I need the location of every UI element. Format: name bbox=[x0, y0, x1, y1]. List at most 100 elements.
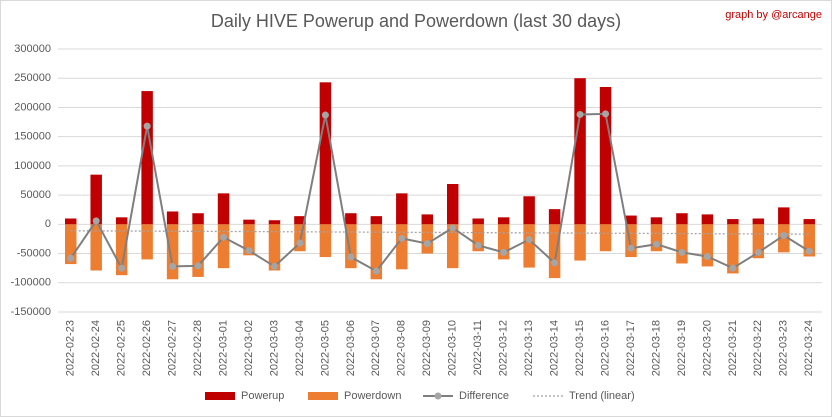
y-tick-label: 150000 bbox=[14, 131, 51, 143]
x-tick-label: 2022-03-20 bbox=[701, 320, 713, 376]
bar bbox=[268, 220, 281, 225]
y-tick-label: 0 bbox=[45, 218, 51, 230]
bar bbox=[447, 224, 459, 269]
bar bbox=[294, 224, 306, 252]
x-tick-label: 2022-03-18 bbox=[650, 320, 662, 376]
difference-marker bbox=[703, 252, 711, 260]
bar bbox=[115, 217, 128, 225]
difference-marker bbox=[551, 259, 559, 267]
difference-marker bbox=[652, 240, 660, 248]
y-tick-label: 200000 bbox=[14, 101, 51, 113]
x-tick-label: 2022-03-10 bbox=[447, 320, 459, 376]
bar bbox=[421, 224, 433, 254]
x-tick-label: 2022-03-03 bbox=[268, 320, 280, 376]
bar bbox=[752, 224, 765, 259]
y-tick-label: -150000 bbox=[11, 306, 51, 318]
bar bbox=[166, 224, 179, 280]
difference-marker bbox=[398, 234, 406, 242]
bar bbox=[727, 224, 739, 274]
bar bbox=[803, 224, 815, 257]
legend-marker bbox=[434, 392, 442, 400]
bar bbox=[599, 86, 612, 225]
x-tick-label: 2022-03-14 bbox=[549, 320, 561, 376]
bar bbox=[345, 213, 357, 225]
bar bbox=[574, 78, 586, 225]
x-tick-label: 2022-02-24 bbox=[90, 320, 102, 376]
bar bbox=[650, 224, 663, 252]
bar bbox=[370, 216, 383, 225]
bar bbox=[752, 218, 765, 225]
chart-title: Daily HIVE Powerup and Powerdown (last 3… bbox=[211, 11, 621, 31]
x-tick-label: 2022-03-16 bbox=[599, 320, 611, 376]
bar bbox=[727, 219, 739, 225]
bar bbox=[141, 224, 153, 260]
x-tick-label: 2022-02-25 bbox=[116, 320, 128, 376]
difference-marker bbox=[500, 248, 508, 256]
difference-marker bbox=[245, 247, 253, 255]
difference-marker bbox=[474, 241, 482, 249]
bar bbox=[268, 224, 281, 271]
difference-marker bbox=[321, 111, 329, 119]
x-tick-label: 2022-03-11 bbox=[472, 320, 484, 375]
difference-marker bbox=[754, 248, 762, 256]
credit: graph by @arcange bbox=[725, 9, 822, 21]
difference-marker bbox=[780, 231, 788, 239]
bar bbox=[701, 214, 714, 225]
y-tick-label: 100000 bbox=[14, 160, 51, 172]
bar bbox=[243, 224, 255, 256]
bar bbox=[472, 224, 484, 252]
x-tick-label: 2022-03-01 bbox=[217, 320, 229, 376]
bar bbox=[192, 213, 204, 225]
bar bbox=[396, 224, 408, 270]
legend-label: Powerup bbox=[241, 390, 284, 402]
bar bbox=[574, 224, 586, 261]
bar bbox=[65, 218, 77, 225]
bar bbox=[345, 224, 357, 269]
difference-marker bbox=[372, 267, 380, 275]
x-tick-label: 2022-03-22 bbox=[752, 320, 764, 376]
bar bbox=[166, 211, 179, 225]
y-tick-label: 300000 bbox=[14, 43, 51, 55]
difference-marker bbox=[805, 247, 813, 255]
difference-marker bbox=[627, 244, 635, 252]
difference-marker bbox=[118, 264, 126, 272]
x-tick-label: 2022-03-15 bbox=[574, 320, 586, 376]
legend-swatch bbox=[205, 392, 235, 400]
x-tick-label: 2022-02-28 bbox=[192, 320, 204, 376]
legend-label: Difference bbox=[459, 390, 509, 402]
bar bbox=[243, 219, 255, 225]
bar bbox=[472, 218, 484, 225]
bar bbox=[548, 209, 561, 225]
trend-line bbox=[70, 230, 810, 235]
bar bbox=[625, 224, 637, 258]
x-tick-label: 2022-03-04 bbox=[294, 320, 306, 376]
bar bbox=[294, 216, 306, 225]
y-tick-label: -100000 bbox=[11, 277, 51, 289]
x-tick-label: 2022-03-06 bbox=[345, 320, 357, 376]
bar bbox=[396, 193, 408, 225]
difference-marker bbox=[576, 110, 584, 118]
x-tick-label: 2022-03-05 bbox=[319, 320, 331, 376]
x-tick-label: 2022-03-19 bbox=[676, 320, 688, 376]
legend-label: Powerdown bbox=[344, 390, 401, 402]
bar bbox=[217, 193, 230, 225]
x-tick-label: 2022-02-23 bbox=[65, 320, 77, 376]
difference-marker bbox=[67, 254, 75, 262]
difference-marker bbox=[449, 224, 457, 232]
x-tick-label: 2022-03-12 bbox=[498, 320, 510, 376]
difference-marker bbox=[678, 248, 686, 256]
difference-marker bbox=[143, 122, 151, 130]
bar bbox=[523, 224, 535, 268]
y-tick-label: -50000 bbox=[17, 247, 51, 259]
difference-marker bbox=[423, 240, 431, 248]
x-tick-label: 2022-03-21 bbox=[727, 320, 739, 376]
x-tick-label: 2022-03-02 bbox=[243, 320, 255, 376]
x-tick-label: 2022-02-26 bbox=[141, 320, 153, 376]
difference-marker bbox=[92, 217, 100, 225]
bar bbox=[523, 196, 535, 225]
bar bbox=[319, 224, 332, 258]
bar bbox=[803, 219, 815, 225]
bar bbox=[599, 224, 612, 252]
x-tick-label: 2022-03-09 bbox=[421, 320, 433, 376]
bar bbox=[778, 207, 790, 225]
